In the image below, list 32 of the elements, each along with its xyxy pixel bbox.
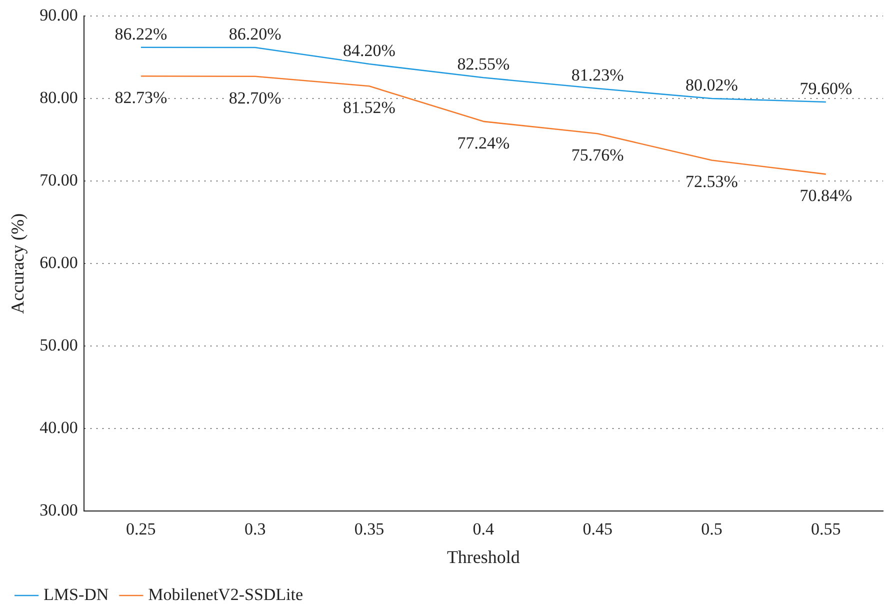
- x-tick-label: 0.3: [244, 520, 266, 539]
- y-tick-label: 60.00: [40, 253, 78, 272]
- x-tick-label: 0.25: [126, 520, 156, 539]
- y-axis-title: Accuracy (%): [8, 213, 28, 314]
- data-label: 81.23%: [571, 65, 624, 84]
- y-tick-label: 40.00: [40, 418, 78, 437]
- data-label: 70.84%: [800, 186, 852, 206]
- data-label: 84.20%: [343, 41, 396, 60]
- legend-label: LMS-DN: [44, 584, 109, 604]
- y-tick-label: 80.00: [40, 88, 78, 108]
- y-tick-label: 30.00: [40, 500, 78, 520]
- data-label: 79.60%: [800, 78, 852, 98]
- x-tick-label: 0.45: [582, 520, 612, 539]
- data-label: 77.24%: [457, 133, 510, 152]
- data-label: 81.52%: [343, 98, 396, 118]
- x-tick-label: 0.4: [472, 520, 495, 539]
- x-tick-label: 0.55: [811, 520, 841, 539]
- data-label: 82.73%: [114, 88, 168, 108]
- data-label: 82.55%: [457, 54, 510, 74]
- y-tick-label: 90.00: [40, 6, 78, 25]
- data-label: 72.53%: [686, 172, 738, 192]
- x-axis-title: Threshold: [446, 546, 520, 567]
- y-tick-label: 50.00: [40, 336, 78, 355]
- x-tick-label: 0.35: [354, 520, 384, 539]
- data-label: 80.02%: [686, 75, 738, 94]
- y-tick-label: 70.00: [40, 170, 78, 190]
- data-label: 82.70%: [228, 88, 282, 108]
- data-label: 75.76%: [571, 146, 624, 165]
- legend-label: MobilenetV2-SSDLite: [148, 584, 304, 604]
- data-label: 86.22%: [114, 24, 168, 44]
- x-tick-label: 0.5: [701, 520, 722, 539]
- data-label: 86.20%: [228, 24, 282, 44]
